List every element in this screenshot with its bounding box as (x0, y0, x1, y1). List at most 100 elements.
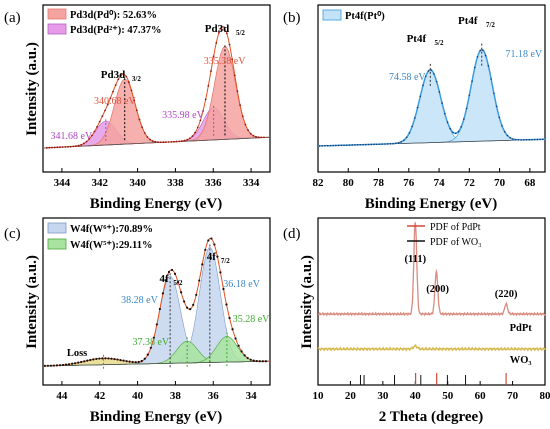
raw-data-point (80, 360, 83, 364)
x-tick-label: 338 (167, 177, 184, 189)
x-tick-label: 10 (313, 390, 325, 402)
annotation-pd3d-label: Pd3d (101, 69, 125, 81)
annotation-4f-label: 4f (159, 273, 169, 285)
panel-b-label: (b) (283, 10, 301, 26)
x-tick-label: 20 (345, 390, 357, 402)
annotation-pt4f-label: Pt4f (458, 15, 478, 27)
panel-c-label: (c) (4, 226, 21, 242)
legend-label: Pd3d(Pd²⁺): 47.37% (70, 25, 162, 36)
raw-data-point (155, 323, 158, 326)
raw-data-point (408, 132, 411, 134)
raw-data-point (53, 146, 56, 149)
x-tick-label: 80 (343, 177, 355, 189)
raw-data-point (237, 344, 240, 347)
x-tick-label: 40 (410, 390, 422, 402)
raw-data-point (204, 98, 207, 101)
annotation-4f-label: 4f (207, 251, 217, 263)
annotation-subscript: 7/2 (486, 21, 495, 29)
raw-data-point (345, 144, 348, 146)
raw-data-point (117, 78, 120, 81)
raw-data-point (326, 144, 329, 147)
raw-data-point (92, 358, 95, 361)
raw-data-point (422, 84, 424, 87)
raw-data-point (176, 281, 180, 284)
raw-data-point (68, 363, 71, 366)
raw-data-point (90, 134, 93, 137)
raw-data-point (520, 139, 522, 141)
raw-data-point (55, 364, 59, 367)
raw-data-point (222, 287, 225, 291)
raw-data-point (255, 135, 257, 138)
raw-data-point (482, 49, 484, 51)
x-tick-label: 36 (208, 390, 220, 402)
raw-data-point (340, 144, 343, 147)
raw-data-point (128, 360, 131, 363)
raw-data-point (107, 357, 110, 360)
panel-d-ylabel: Intensity (a.u.) (299, 255, 315, 349)
raw-data-point (446, 121, 449, 124)
raw-data-point (151, 140, 154, 142)
raw-data-point (381, 143, 383, 145)
panel-a-frame (42, 4, 271, 173)
raw-data-point (514, 138, 517, 141)
legend-swatch-pd0 (47, 8, 67, 20)
raw-data-point (441, 102, 443, 104)
raw-data-point (180, 140, 183, 142)
raw-data-point (122, 359, 125, 362)
raw-data-point (258, 360, 261, 363)
raw-data-point (165, 141, 167, 144)
raw-data-point (531, 138, 533, 141)
raw-data-point (199, 119, 202, 122)
raw-data-point (335, 144, 337, 147)
raw-data-point (119, 358, 122, 362)
raw-data-point (80, 143, 83, 146)
annotation-energy: 35.28 eV (233, 314, 270, 325)
x-tick-label: 30 (377, 390, 389, 402)
raw-data-point (220, 26, 223, 29)
raw-data-point (231, 58, 234, 61)
raw-data-point (109, 97, 112, 100)
raw-data-point (61, 146, 64, 148)
raw-data-point (252, 134, 255, 137)
background-line (42, 360, 271, 367)
raw-data-point (449, 127, 452, 130)
raw-data-point (218, 31, 220, 34)
reflection-label: (111) (404, 254, 426, 265)
raw-data-point (110, 357, 113, 360)
raw-data-point (351, 144, 354, 146)
raw-data-point (452, 131, 454, 134)
raw-data-point (354, 144, 356, 146)
raw-data-point (64, 146, 67, 148)
raw-data-point (468, 94, 471, 97)
x-tick-label: 74 (434, 177, 446, 189)
raw-data-point (170, 140, 173, 143)
pt-component-fill (318, 69, 545, 147)
background-line (42, 136, 271, 149)
x-tick-label: 68 (524, 177, 536, 189)
raw-data-point (98, 120, 101, 123)
panel-d-frame (317, 217, 546, 386)
raw-data-point (257, 136, 260, 139)
raw-data-point (138, 118, 141, 121)
x-tick-label: 334 (243, 177, 260, 189)
raw-data-point (542, 138, 544, 141)
raw-data-point (48, 146, 51, 149)
x-tick-label: 82 (313, 177, 325, 189)
panel-d-plot: 10 20 30 40 50 60 70 80 (111) (200) (220) PdPt WO₃ PD… (313, 222, 550, 402)
annotation-energy: 38.28 eV (121, 295, 158, 306)
raw-data-point (343, 144, 345, 147)
raw-data-point (85, 140, 88, 143)
raw-data-point (191, 135, 194, 138)
raw-data-point (240, 350, 243, 353)
raw-data-point (101, 115, 104, 118)
raw-data-point (125, 75, 128, 78)
raw-data-point (414, 117, 416, 119)
x-tick-label: 340 (129, 177, 146, 189)
raw-data-point (207, 239, 210, 242)
raw-data-point (104, 109, 106, 112)
x-tick-label: 76 (403, 177, 415, 189)
raw-data-point (104, 357, 107, 360)
raw-data-point (252, 359, 255, 362)
raw-data-point (125, 360, 128, 363)
